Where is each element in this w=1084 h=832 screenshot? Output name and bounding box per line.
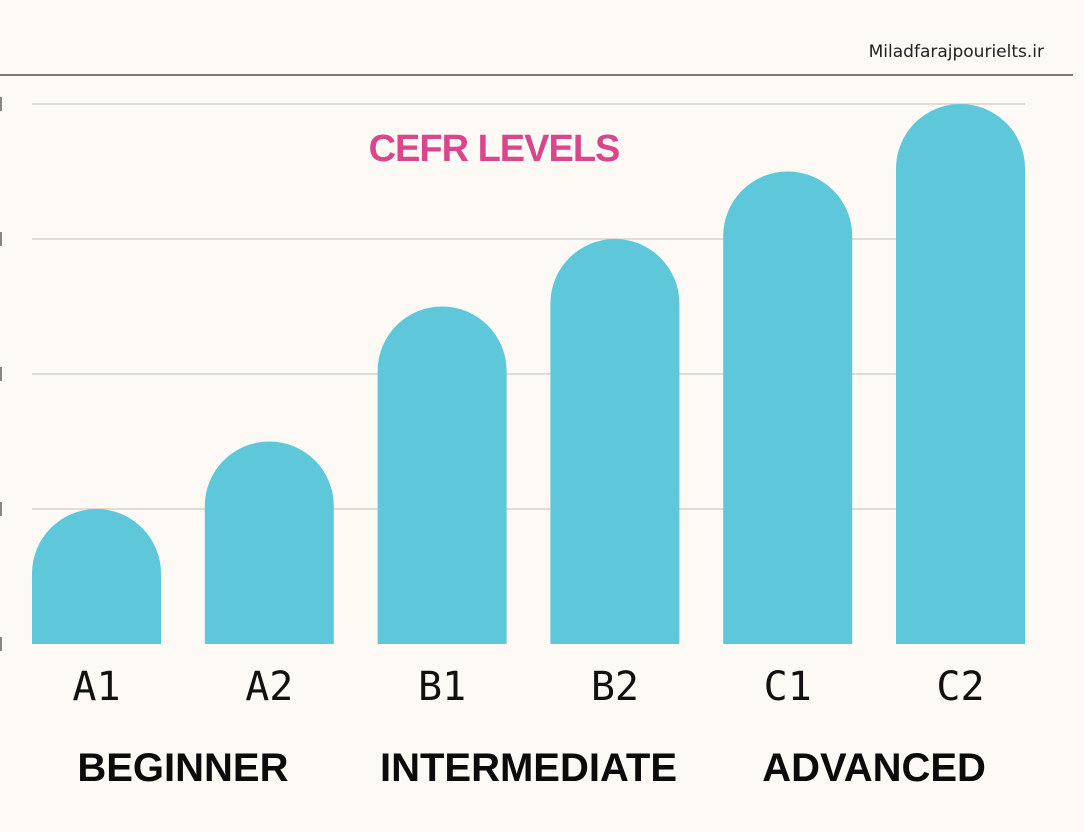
bars <box>32 104 1025 644</box>
y-tick-mark <box>0 232 2 246</box>
y-tick-mark <box>0 367 2 381</box>
x-tick-label: A2 <box>245 664 293 710</box>
y-tick-mark <box>0 502 2 516</box>
group-labels: BEGINNER INTERMEDIATE ADVANCED <box>77 746 986 790</box>
x-tick-label: C1 <box>764 664 812 710</box>
group-label: BEGINNER <box>77 746 288 790</box>
site-watermark: Miladfarajpourielts.ir <box>868 42 1044 62</box>
x-tick-label: A1 <box>72 664 120 710</box>
y-tick-mark <box>0 637 2 651</box>
gridlines <box>32 103 1025 510</box>
bar-a1 <box>32 509 161 644</box>
x-tick-labels: A1 A2 B1 B2 C1 C2 <box>72 664 984 710</box>
x-tick-label: B1 <box>418 664 466 710</box>
bar-b1 <box>377 306 507 644</box>
y-axis-ticks <box>0 97 2 651</box>
header-divider <box>0 74 1073 76</box>
x-tick-label: C2 <box>936 664 984 710</box>
group-label: INTERMEDIATE <box>380 746 677 790</box>
bar-c2 <box>896 104 1025 644</box>
group-label: ADVANCED <box>762 746 986 790</box>
bar-a2 <box>204 441 334 644</box>
bar-b2 <box>550 238 680 644</box>
x-tick-label: B2 <box>591 664 639 710</box>
y-tick-mark <box>0 97 2 111</box>
chart-title: CEFR LEVELS <box>369 128 620 170</box>
bar-c1 <box>723 171 853 644</box>
